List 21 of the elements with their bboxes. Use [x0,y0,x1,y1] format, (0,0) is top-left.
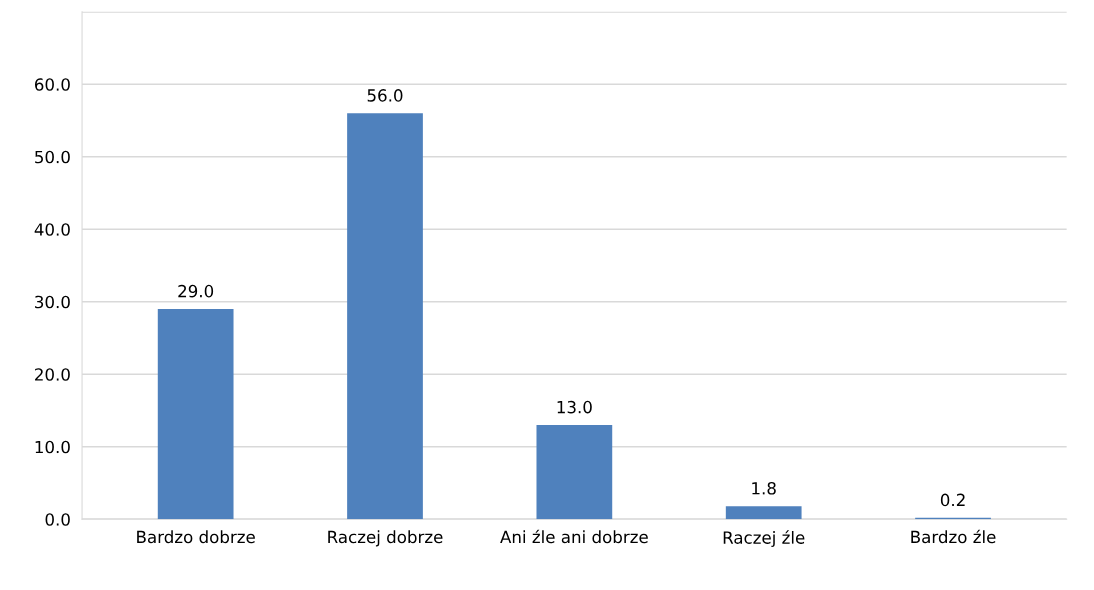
data-label: 56.0 [367,89,403,102]
bar [536,424,613,520]
data-label: 13.0 [557,400,592,414]
x-tick-label: Bardzo dobrze [137,530,255,544]
y-tick-label: 40.0 [34,223,70,236]
data-label: 1.8 [752,481,776,495]
bar [157,308,234,520]
y-tick-label: 60.0 [34,78,70,91]
y-tick-label: 30.0 [35,295,70,309]
y-tick-label: 0.0 [45,513,70,526]
x-tick-label: Bardzo źle [911,529,996,544]
y-tick-label: 20.0 [35,368,70,381]
x-tick-label: Raczej dobrze [328,530,443,547]
bar [347,113,423,520]
x-tick-label: Raczej źle [723,530,805,548]
data-label: 29.0 [178,284,214,298]
y-tick-label: 10.0 [35,440,70,454]
data-label: 0.2 [940,493,965,507]
bar [725,506,802,520]
x-tick-label: Ani źle ani dobrze [500,529,648,544]
y-tick-label: 50.0 [35,150,70,164]
